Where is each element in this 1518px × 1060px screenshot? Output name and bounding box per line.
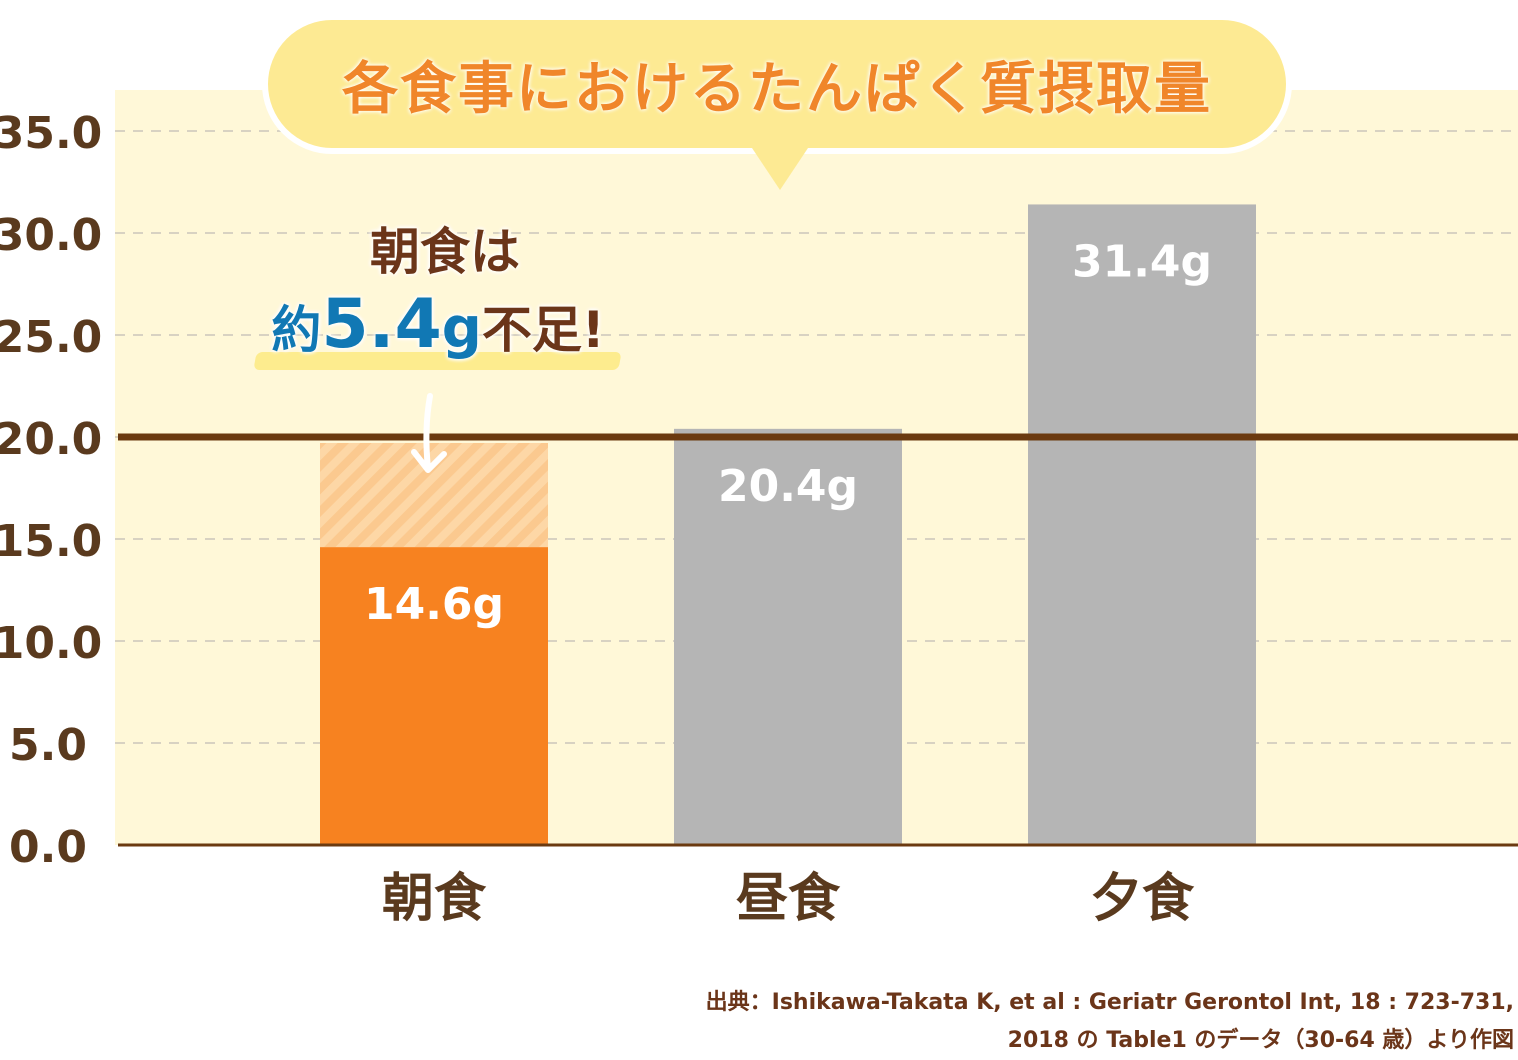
- annotation-line2: 約5.4g不足!: [248, 285, 628, 364]
- annotation-line1: 朝食は: [370, 223, 520, 281]
- y-tick-label: 20.0: [0, 414, 102, 465]
- y-tick-label: 25.0: [0, 312, 102, 363]
- down-arrow-icon: [411, 393, 447, 473]
- bar-data-label: 31.4g: [1072, 236, 1212, 287]
- title-bubble-tail: [752, 148, 808, 190]
- bar-data-label: 14.6g: [364, 579, 504, 630]
- x-tick-label: 昼食: [736, 869, 841, 929]
- bar: [1028, 204, 1256, 845]
- y-tick-label: 10.0: [0, 618, 102, 669]
- y-tick-label: 30.0: [0, 210, 102, 261]
- chart-title: 各食事におけるたんぱく質摂取量: [342, 56, 1212, 122]
- chart-title-bubble: 各食事におけるたんぱく質摂取量: [262, 14, 1292, 154]
- y-tick-label: 15.0: [0, 516, 102, 567]
- annotation-prefix: 約: [271, 301, 322, 359]
- x-tick-label: 朝食: [382, 869, 487, 929]
- bar-data-label: 20.4g: [718, 461, 858, 512]
- annotation-suffix: 不足!: [481, 301, 605, 359]
- source-line2: 2018 の Table1 のデータ（30-64 歳）より作図: [1007, 1028, 1514, 1053]
- y-tick-label: 5.0: [9, 720, 87, 771]
- annotation-value: 5.4: [321, 285, 442, 364]
- bar: [674, 428, 902, 845]
- y-tick-label: 0.0: [9, 822, 87, 873]
- x-tick-label: 夕食: [1090, 869, 1195, 929]
- source-line1: 出典：Ishikawa-Takata K, et al : Geriatr Ge…: [705, 990, 1514, 1015]
- bar: [320, 547, 548, 845]
- annotation-unit: g: [441, 296, 482, 361]
- y-tick-label: 35.0: [0, 108, 102, 159]
